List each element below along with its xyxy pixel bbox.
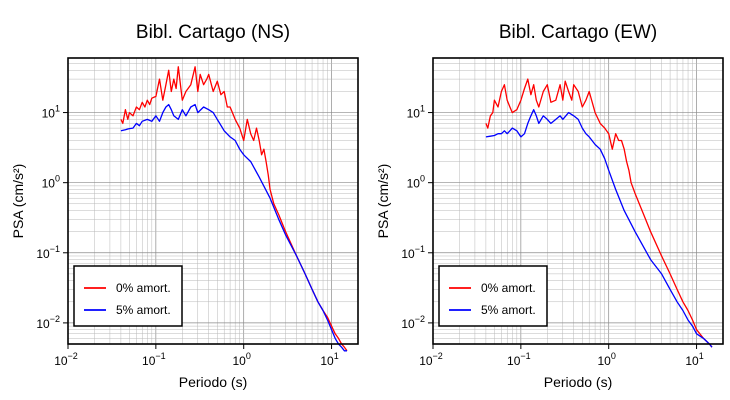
y-tick-label: 100 (407, 174, 425, 191)
x-axis-label: Periodo (s) (544, 374, 612, 390)
legend: 0% amort. 5% amort. (438, 265, 548, 327)
plot-frame (432, 57, 724, 345)
y-tick-label: 101 (407, 104, 425, 121)
y-tick-label: 10−1 (401, 244, 425, 261)
y-tick-label: 10−2 (36, 314, 60, 331)
grid-ns (67, 57, 359, 345)
plot-frame (67, 57, 359, 345)
legend-label: 0% amort. (116, 281, 171, 295)
x-tick-label: 101 (685, 351, 703, 368)
legend-label: 0% amort. (481, 281, 536, 295)
chart-title: Bibl. Cartago (EW) (499, 22, 657, 43)
plot-ew: 10−2 10−1 100 101 10−2 10−1 100 101 Bibl. Cartag… (375, 22, 724, 390)
x-tick-label: 100 (598, 351, 616, 368)
x-tick-label: 10−2 (419, 351, 443, 368)
legend-label: 5% amort. (116, 303, 171, 317)
legend-box (438, 265, 548, 327)
x-tick-label: 10−2 (54, 351, 78, 368)
chart-title: Bibl. Cartago (NS) (136, 22, 290, 43)
y-tick-label: 10−1 (36, 244, 60, 261)
x-tick-label: 101 (320, 351, 338, 368)
series-line-damped (120, 103, 347, 352)
x-axis-label: Periodo (s) (179, 374, 247, 390)
y-axis-label: PSA (cm/s²) (10, 164, 26, 239)
x-tick-label: 10−1 (507, 351, 531, 368)
y-axis-label: PSA (cm/s²) (375, 164, 391, 239)
y-tick-label: 101 (42, 104, 60, 121)
plot-ns: 10−2 10−1 100 101 10−2 10−1 100 101 Bibl. Cartag… (10, 22, 359, 390)
y-tick-label: 10−2 (401, 314, 425, 331)
legend-label: 5% amort. (481, 303, 536, 317)
legend: 0% amort. 5% amort. (73, 265, 183, 327)
y-tick-label: 100 (42, 174, 60, 191)
series-line-undamped (485, 78, 713, 348)
x-tick-label: 10−1 (142, 351, 166, 368)
x-tick-label: 100 (233, 351, 251, 368)
series-line-damped (485, 109, 713, 348)
legend-box (73, 265, 183, 327)
